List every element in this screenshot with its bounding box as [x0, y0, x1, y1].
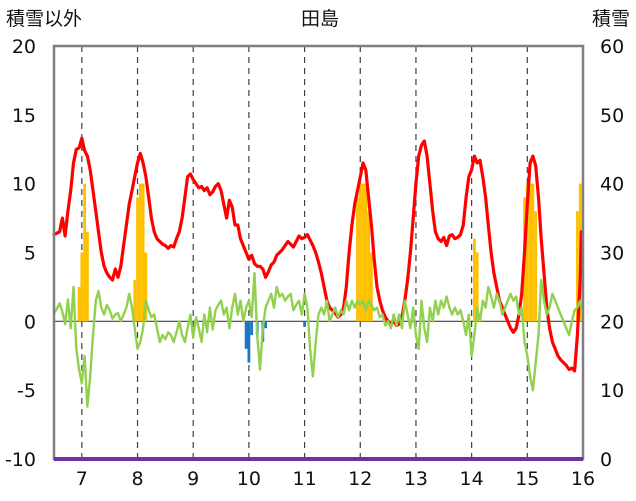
orange-bar: [528, 183, 532, 322]
left-tick-label: 5: [24, 243, 36, 265]
x-tick-label: 7: [76, 468, 88, 490]
right-tick-label: 30: [600, 243, 624, 265]
orange-bar: [356, 197, 359, 322]
left-tick-label: 20: [12, 36, 36, 58]
chart-title: 田島: [301, 8, 339, 30]
blue-bar: [250, 321, 254, 336]
x-tick-label: 12: [348, 468, 372, 490]
left-tick-label: 15: [12, 105, 36, 127]
left-tick-label: 0: [24, 311, 36, 333]
orange-bar: [83, 183, 87, 322]
red-line: [52, 136, 583, 373]
x-tick-label: 14: [460, 468, 484, 490]
orange-bar: [77, 286, 81, 322]
orange-bar: [80, 252, 84, 322]
right-tick-label: 0: [600, 449, 612, 471]
left-axis-label: 積雪以外: [6, 8, 82, 30]
x-tick-label: 8: [131, 468, 143, 490]
x-tick-label: 11: [292, 468, 316, 490]
bar-series: [77, 183, 582, 363]
left-tick-label: -5: [17, 380, 36, 402]
left-tick-label: -10: [5, 449, 36, 471]
orange-bar: [525, 183, 529, 322]
orange-bar: [86, 231, 89, 322]
blue-bar: [264, 321, 267, 329]
orange-bar: [138, 183, 142, 322]
x-tick-label: 15: [515, 468, 539, 490]
right-tick-label: 40: [600, 174, 624, 196]
right-axis-label: 積雪: [592, 8, 630, 30]
orange-bar: [133, 280, 137, 322]
right-tick-label: 60: [600, 36, 624, 58]
blue-bar: [244, 321, 248, 349]
orange-bar: [534, 211, 538, 322]
green-line: [52, 271, 583, 408]
blue-bar: [303, 321, 306, 327]
right-tick-label: 10: [600, 380, 624, 402]
orange-bar: [475, 252, 479, 322]
x-tick-label: 10: [237, 468, 261, 490]
x-tick-label: 13: [404, 468, 428, 490]
orange-bar: [370, 252, 373, 322]
orange-bar: [144, 252, 148, 322]
orange-bar: [576, 211, 579, 322]
right-tick-label: 50: [600, 105, 624, 127]
orange-bar: [473, 238, 476, 322]
orange-bar: [531, 183, 535, 322]
right-tick-label: 20: [600, 311, 624, 333]
orange-bar: [367, 211, 371, 322]
axes: 7 8 9 10 11 12 13 14 15 16 -10 -5 0 5 10 15 20 0 10 20 30 40 5…: [5, 36, 624, 490]
orange-bar: [141, 183, 145, 322]
orange-bar: [364, 183, 368, 322]
blue-bar: [247, 321, 251, 363]
orange-bar: [358, 183, 362, 322]
left-tick-label: 10: [12, 174, 36, 196]
line-series: [52, 136, 583, 408]
orange-bar: [361, 183, 365, 322]
x-tick-label: 16: [571, 468, 595, 490]
grid: [54, 46, 583, 459]
x-tick-label: 9: [187, 468, 199, 490]
orange-bar: [136, 197, 139, 322]
